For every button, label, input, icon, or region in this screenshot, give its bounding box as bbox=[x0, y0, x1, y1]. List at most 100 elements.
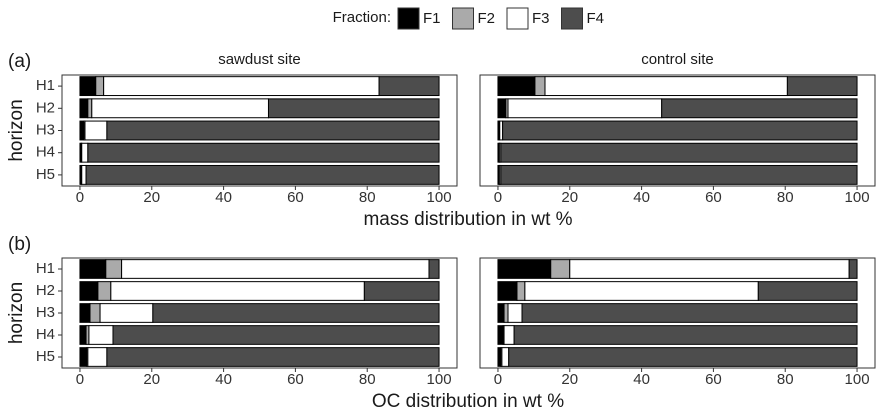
bar-segment bbox=[113, 326, 439, 345]
bar-segment bbox=[88, 348, 107, 367]
bar-segment bbox=[153, 304, 439, 323]
y-tick-label: H3 bbox=[36, 121, 55, 138]
y-tick-label: H1 bbox=[36, 260, 55, 277]
x-tick-label: 80 bbox=[777, 189, 794, 206]
y-tick-label: H4 bbox=[36, 326, 55, 343]
legend-label: F1 bbox=[423, 10, 441, 27]
x-tick-label: 80 bbox=[359, 371, 376, 388]
legend-label: F2 bbox=[478, 10, 496, 27]
bar-segment bbox=[88, 99, 92, 118]
bar-segment bbox=[787, 77, 857, 96]
bar-segment bbox=[80, 260, 106, 279]
legend-label: F4 bbox=[587, 10, 605, 27]
legend-swatch bbox=[507, 8, 528, 29]
bar-segment bbox=[86, 165, 439, 184]
bar-segment bbox=[98, 282, 111, 301]
x-tick-label: 20 bbox=[143, 189, 160, 206]
bar-segment bbox=[498, 304, 504, 323]
bar-segment bbox=[379, 77, 439, 96]
y-tick-label: H1 bbox=[36, 77, 55, 94]
bar-segment bbox=[522, 304, 857, 323]
x-tick-label: 40 bbox=[215, 371, 232, 388]
x-tick-label: 100 bbox=[845, 189, 870, 206]
bar-segment bbox=[508, 99, 662, 118]
bar-segment bbox=[80, 304, 90, 323]
bar-segment bbox=[106, 260, 122, 279]
bar-segment bbox=[96, 77, 104, 96]
bar-segment bbox=[514, 326, 857, 345]
y-tick-label: H5 bbox=[36, 166, 55, 183]
bar-segment bbox=[503, 121, 857, 140]
bar-segment bbox=[758, 282, 857, 301]
bar-segment bbox=[509, 348, 857, 367]
bar-segment bbox=[364, 282, 439, 301]
bar-segment bbox=[122, 260, 429, 279]
panel-tag: (b) bbox=[8, 234, 31, 255]
x-tick-label: 60 bbox=[705, 371, 722, 388]
bar-segment bbox=[504, 326, 514, 345]
x-tick-label: 100 bbox=[427, 189, 452, 206]
bar-segment bbox=[80, 99, 88, 118]
x-tick-label: 0 bbox=[494, 371, 502, 388]
bar-segment bbox=[498, 282, 517, 301]
x-tick-label: 0 bbox=[494, 189, 502, 206]
panel-title: sawdust site bbox=[218, 51, 301, 68]
bar-segment bbox=[498, 260, 551, 279]
x-tick-label: 40 bbox=[633, 371, 650, 388]
bar-segment bbox=[502, 348, 509, 367]
bar-segment bbox=[551, 260, 570, 279]
bar-segment bbox=[80, 326, 86, 345]
bar-segment bbox=[107, 348, 439, 367]
bar-segment bbox=[498, 326, 503, 345]
bar-segment bbox=[662, 99, 857, 118]
legend-swatch bbox=[453, 8, 474, 29]
panel-tag: (a) bbox=[8, 51, 31, 72]
bar-segment bbox=[80, 77, 96, 96]
bar-segment bbox=[501, 143, 857, 162]
x-tick-label: 0 bbox=[76, 371, 84, 388]
bar-segment bbox=[85, 121, 107, 140]
bar-segment bbox=[104, 77, 379, 96]
bar-segment bbox=[80, 282, 98, 301]
bar-segment bbox=[90, 304, 100, 323]
bar-segment bbox=[82, 165, 86, 184]
x-tick-label: 60 bbox=[705, 189, 722, 206]
bar-segment bbox=[92, 99, 269, 118]
y-tick-label: H3 bbox=[36, 304, 55, 321]
bar-segment bbox=[545, 77, 787, 96]
y-axis-label: horizon bbox=[6, 99, 27, 161]
bar-segment bbox=[100, 304, 153, 323]
bar-segment bbox=[88, 143, 439, 162]
x-tick-label: 40 bbox=[633, 189, 650, 206]
x-tick-label: 80 bbox=[359, 189, 376, 206]
x-tick-label: 80 bbox=[777, 371, 794, 388]
bar-segment bbox=[429, 260, 439, 279]
bar-segment bbox=[268, 99, 439, 118]
legend-label: F3 bbox=[532, 10, 550, 27]
bar-segment bbox=[498, 99, 506, 118]
x-tick-label: 100 bbox=[427, 371, 452, 388]
bar-segment bbox=[111, 282, 365, 301]
x-tick-label: 60 bbox=[287, 371, 304, 388]
bar-segment bbox=[80, 121, 84, 140]
y-tick-label: H2 bbox=[36, 282, 55, 299]
y-tick-label: H2 bbox=[36, 99, 55, 116]
bar-segment bbox=[82, 143, 88, 162]
bar-segment bbox=[80, 348, 87, 367]
x-tick-label: 100 bbox=[845, 371, 870, 388]
legend-title: Fraction: bbox=[333, 9, 391, 26]
bar-segment bbox=[570, 260, 849, 279]
x-tick-label: 20 bbox=[561, 371, 578, 388]
panel-title: control site bbox=[641, 51, 714, 68]
x-tick-label: 20 bbox=[143, 371, 160, 388]
bar-segment bbox=[849, 260, 857, 279]
x-axis-label: mass distribution in wt % bbox=[363, 209, 572, 230]
y-axis-label: horizon bbox=[6, 282, 27, 344]
x-axis-label: OC distribution in wt % bbox=[372, 391, 564, 410]
legend-swatch bbox=[562, 8, 583, 29]
x-tick-label: 0 bbox=[76, 189, 84, 206]
x-tick-label: 20 bbox=[561, 189, 578, 206]
bar-segment bbox=[498, 77, 535, 96]
y-tick-label: H4 bbox=[36, 144, 55, 161]
